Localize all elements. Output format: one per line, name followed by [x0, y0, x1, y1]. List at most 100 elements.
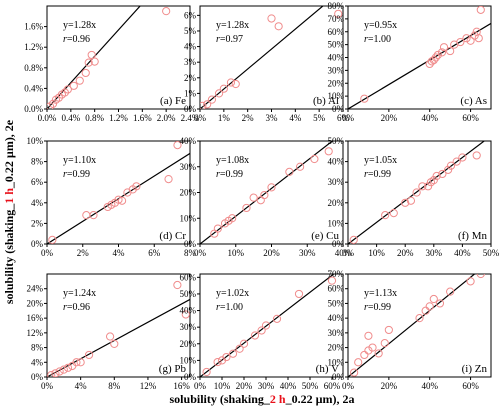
y-tick-label: 30% [328, 177, 345, 187]
data-point [228, 349, 238, 358]
data-point [274, 22, 283, 31]
y-tick-label: 0.0% [24, 104, 43, 114]
data-point [423, 182, 433, 191]
x-tick-label: 16% [173, 381, 190, 391]
x-tick-label: 30% [299, 248, 316, 258]
data-point [202, 367, 211, 377]
r-label: r=0.96 [63, 302, 90, 313]
data-point [219, 84, 228, 93]
panel-label: (c) As [460, 95, 487, 107]
x-tick-label: 2.4% [181, 113, 200, 123]
y-tick-label: 0% [31, 239, 44, 249]
x-tick-label: 10% [214, 381, 231, 391]
regression-line [47, 152, 190, 244]
data-point [450, 133, 457, 140]
data-point [48, 235, 57, 244]
regression-line [200, 274, 335, 377]
data-point [349, 235, 358, 244]
y-tick-label: 0% [332, 104, 345, 114]
data-point [222, 352, 231, 362]
r-label: r=0.99 [63, 169, 90, 180]
x-tick-label: 60% [324, 381, 341, 391]
equation-label: y=1.08x [216, 155, 249, 166]
y-tick-label: 20% [180, 339, 197, 349]
panel-5: 0% 10% 20% 30% 40% 50% 0% 10% 20% 30% 40% 50% y=1.05… [328, 133, 500, 258]
data-point [462, 34, 471, 43]
panel-label: (b) Al [313, 95, 339, 107]
data-point [446, 46, 455, 56]
r-label: r=1.00 [216, 302, 243, 313]
y-tick-label: 40% [180, 136, 197, 146]
x-tick-label: 1% [218, 113, 231, 123]
x-tick-label: 1.2% [109, 113, 128, 123]
equation-label: y=0.95x [364, 20, 397, 31]
panel-3: 0% 2% 4% 6% 8%0%2%4%6%8%10%y=1.10xr=0.99(d) … [27, 136, 197, 258]
data-point [476, 6, 485, 14]
data-point [350, 368, 359, 377]
y-tick-label: 10% [180, 355, 197, 365]
data-point [401, 198, 410, 207]
data-point [203, 100, 212, 109]
y-tick-label: 10% [328, 91, 345, 101]
data-point [324, 147, 333, 156]
data-point [47, 102, 55, 109]
x-tick-label: 3% [266, 113, 279, 123]
data-point [210, 229, 219, 238]
y-tick-label: 4% [184, 42, 197, 52]
y-tick-label: 1.6% [24, 22, 43, 32]
y-tick-label: 20% [328, 78, 345, 88]
data-point [437, 48, 447, 57]
data-point [256, 196, 265, 205]
x-tick-label: 40% [280, 381, 297, 391]
y-tick-label: 60% [180, 272, 197, 282]
x-tick-label: 6% [337, 113, 350, 123]
data-point [327, 276, 337, 285]
data-point [249, 193, 258, 202]
y-tick-label: 50% [180, 289, 197, 299]
x-tick-label: 0% [342, 113, 355, 123]
data-point [47, 371, 56, 377]
panel-1: 0% 1% 2% 3% 4% 5% 6%0%1%2%3%4%5%6%y=1.28xr=0.9… [184, 5, 350, 123]
data-point [72, 358, 81, 367]
x-tick-label: 20% [263, 248, 280, 258]
x-tick-label: 60% [462, 381, 479, 391]
data-point [466, 277, 475, 286]
data-point [63, 363, 73, 372]
equation-label: y=1.13x [364, 288, 397, 299]
data-point [384, 325, 393, 335]
x-tick-label: 2.0% [157, 113, 176, 123]
data-point [261, 321, 271, 330]
regression-line [200, 6, 324, 109]
x-tick-label: 0% [194, 248, 207, 258]
x-tick-label: 8% [108, 381, 121, 391]
data-point [51, 369, 60, 377]
x-tick-label: 40% [335, 248, 352, 258]
data-point [446, 287, 455, 296]
x-tick-label: 0% [41, 248, 54, 258]
x-tick-label: 30% [426, 248, 443, 258]
y-tick-label: 40% [328, 157, 345, 167]
y-tick-label: 50% [328, 40, 345, 50]
data-area [348, 274, 485, 377]
data-point [474, 34, 483, 43]
y-tick-label: 40% [180, 306, 197, 316]
x-tick-label: 0% [342, 248, 355, 258]
x-tick-label: 0% [41, 381, 54, 391]
data-point [432, 171, 441, 181]
y-tick-label: 0% [332, 372, 345, 382]
data-point [132, 182, 141, 191]
x-tick-label: 40% [454, 248, 471, 258]
data-area [200, 274, 337, 377]
x-tick-label: 1.6% [133, 113, 152, 123]
equation-label: y=1.02x [216, 288, 249, 299]
x-tick-label: 4% [75, 381, 88, 391]
data-point [429, 55, 438, 65]
y-tick-label: 70% [328, 269, 345, 279]
data-point [69, 81, 78, 90]
x-tick-label: 2% [77, 248, 90, 258]
data-area [47, 6, 171, 109]
data-point [228, 214, 237, 223]
y-tick-label: 2% [31, 218, 44, 228]
x-tick-label: 50% [302, 381, 319, 391]
